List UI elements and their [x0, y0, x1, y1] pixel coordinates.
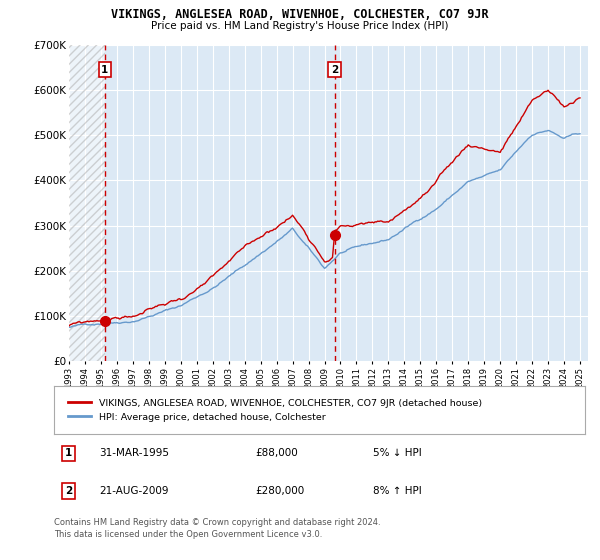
Text: 21-AUG-2009: 21-AUG-2009	[99, 486, 169, 496]
Text: 5% ↓ HPI: 5% ↓ HPI	[373, 449, 421, 459]
Text: 8% ↑ HPI: 8% ↑ HPI	[373, 486, 421, 496]
Text: £280,000: £280,000	[256, 486, 305, 496]
Legend: VIKINGS, ANGLESEA ROAD, WIVENHOE, COLCHESTER, CO7 9JR (detached house), HPI: Ave: VIKINGS, ANGLESEA ROAD, WIVENHOE, COLCHE…	[64, 395, 486, 426]
Text: VIKINGS, ANGLESEA ROAD, WIVENHOE, COLCHESTER, CO7 9JR: VIKINGS, ANGLESEA ROAD, WIVENHOE, COLCHE…	[111, 8, 489, 21]
Text: 31-MAR-1995: 31-MAR-1995	[99, 449, 169, 459]
Text: Price paid vs. HM Land Registry's House Price Index (HPI): Price paid vs. HM Land Registry's House …	[151, 21, 449, 31]
Text: 1: 1	[65, 449, 73, 459]
Text: 2: 2	[65, 486, 73, 496]
Text: 2: 2	[331, 64, 338, 74]
Text: £88,000: £88,000	[256, 449, 299, 459]
Text: Contains HM Land Registry data © Crown copyright and database right 2024.
This d: Contains HM Land Registry data © Crown c…	[54, 518, 380, 539]
Text: 1: 1	[101, 64, 109, 74]
